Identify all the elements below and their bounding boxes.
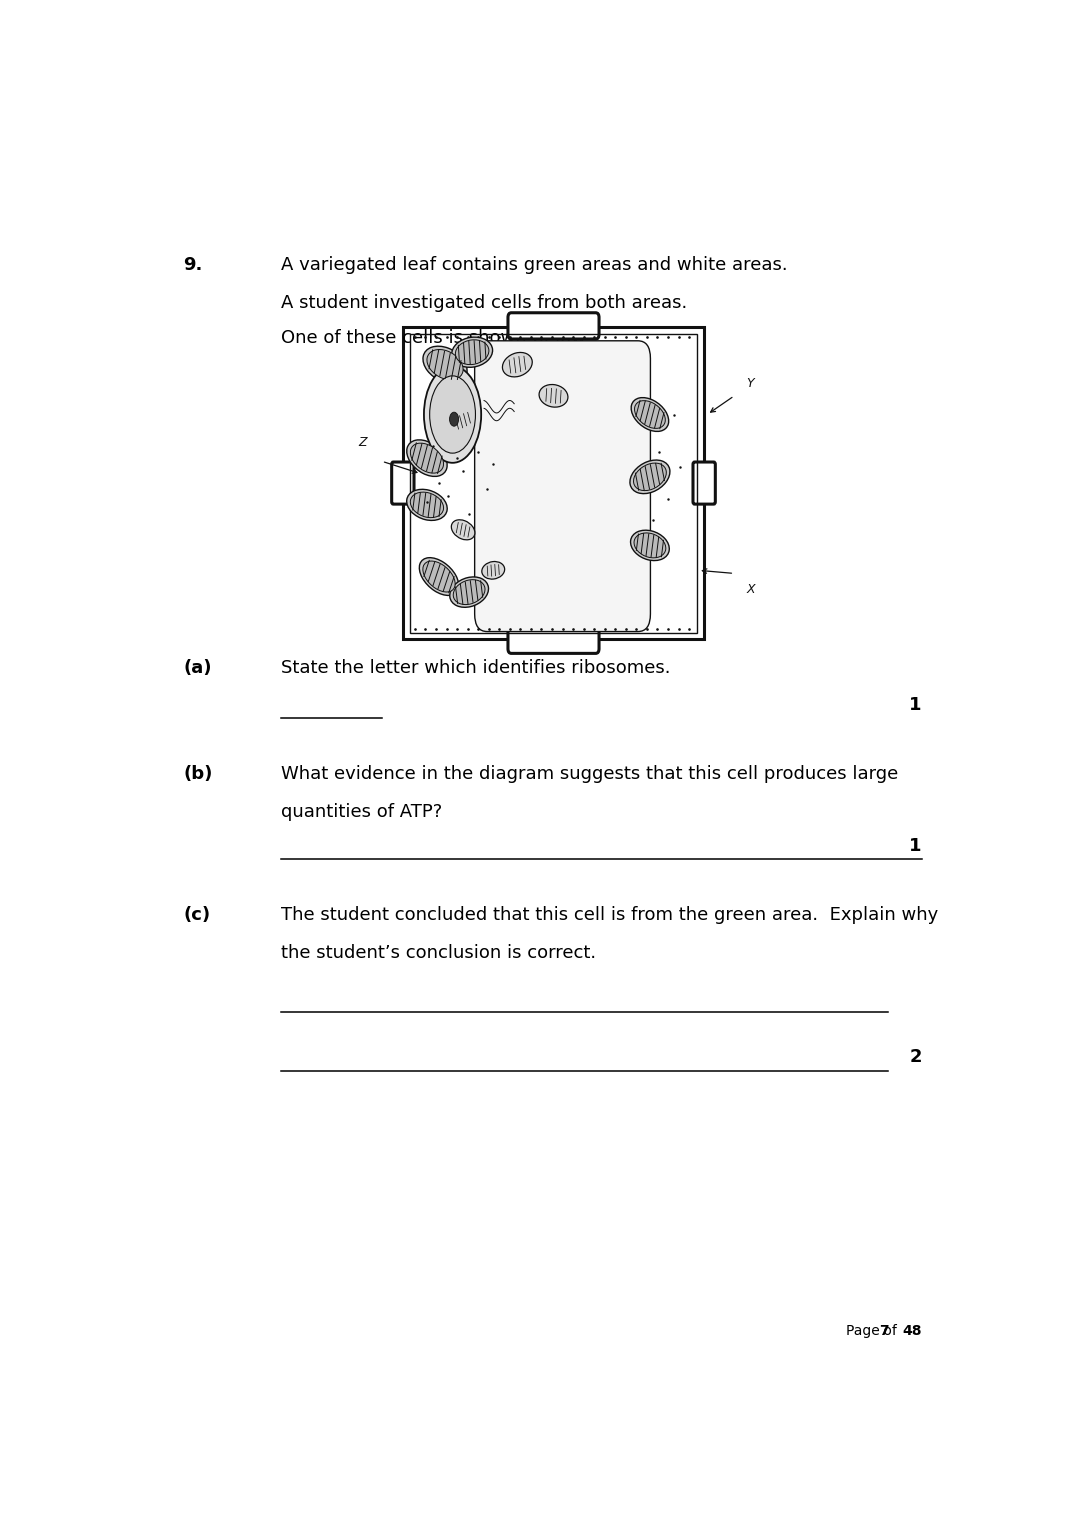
FancyBboxPatch shape	[508, 628, 599, 654]
Ellipse shape	[407, 489, 447, 521]
Bar	[410, 333, 697, 632]
FancyBboxPatch shape	[508, 313, 599, 339]
Text: One of these cells is shown below.: One of these cells is shown below.	[282, 328, 591, 347]
Text: 2: 2	[909, 1048, 922, 1066]
Ellipse shape	[631, 530, 670, 560]
Ellipse shape	[430, 376, 475, 454]
Ellipse shape	[424, 366, 482, 463]
Ellipse shape	[451, 409, 475, 432]
Text: (b): (b)	[184, 765, 213, 783]
Ellipse shape	[449, 412, 459, 426]
Text: A variegated leaf contains green areas and white areas.: A variegated leaf contains green areas a…	[282, 257, 788, 275]
Text: State the letter which identifies ribosomes.: State the letter which identifies riboso…	[282, 660, 671, 678]
Text: Z: Z	[359, 435, 367, 449]
Ellipse shape	[410, 443, 444, 473]
Text: A student investigated cells from both areas.: A student investigated cells from both a…	[282, 293, 688, 312]
FancyBboxPatch shape	[392, 463, 414, 504]
Text: X: X	[746, 583, 755, 596]
Text: 1: 1	[909, 837, 922, 855]
Text: What evidence in the diagram suggests that this cell produces large: What evidence in the diagram suggests th…	[282, 765, 899, 783]
Ellipse shape	[451, 519, 475, 541]
Ellipse shape	[427, 350, 463, 380]
Text: 48: 48	[902, 1324, 922, 1338]
Ellipse shape	[423, 347, 467, 383]
Text: (c): (c)	[184, 907, 211, 924]
Text: (a): (a)	[184, 660, 212, 678]
Text: of: of	[879, 1324, 901, 1338]
Ellipse shape	[423, 560, 455, 592]
Ellipse shape	[410, 492, 444, 518]
FancyBboxPatch shape	[474, 341, 650, 632]
Text: 7: 7	[879, 1324, 888, 1338]
Text: 1: 1	[909, 695, 922, 713]
Ellipse shape	[454, 580, 485, 605]
Ellipse shape	[456, 341, 489, 365]
Text: the student’s conclusion is correct.: the student’s conclusion is correct.	[282, 944, 596, 962]
Ellipse shape	[634, 463, 666, 490]
Ellipse shape	[451, 337, 492, 368]
Text: Y: Y	[746, 377, 754, 389]
Ellipse shape	[449, 577, 488, 608]
Text: The student concluded that this cell is from the green area.  Explain why: The student concluded that this cell is …	[282, 907, 939, 924]
Text: Page: Page	[846, 1324, 885, 1338]
Ellipse shape	[502, 353, 532, 377]
Ellipse shape	[631, 397, 669, 432]
Bar	[403, 327, 704, 638]
Text: 9.: 9.	[184, 257, 203, 275]
Ellipse shape	[407, 440, 447, 476]
Ellipse shape	[635, 400, 665, 429]
Ellipse shape	[634, 533, 665, 557]
FancyBboxPatch shape	[693, 463, 715, 504]
Text: quantities of ATP?: quantities of ATP?	[282, 803, 443, 822]
Ellipse shape	[419, 557, 459, 596]
Ellipse shape	[482, 562, 504, 579]
Ellipse shape	[539, 385, 568, 408]
Ellipse shape	[630, 460, 670, 493]
